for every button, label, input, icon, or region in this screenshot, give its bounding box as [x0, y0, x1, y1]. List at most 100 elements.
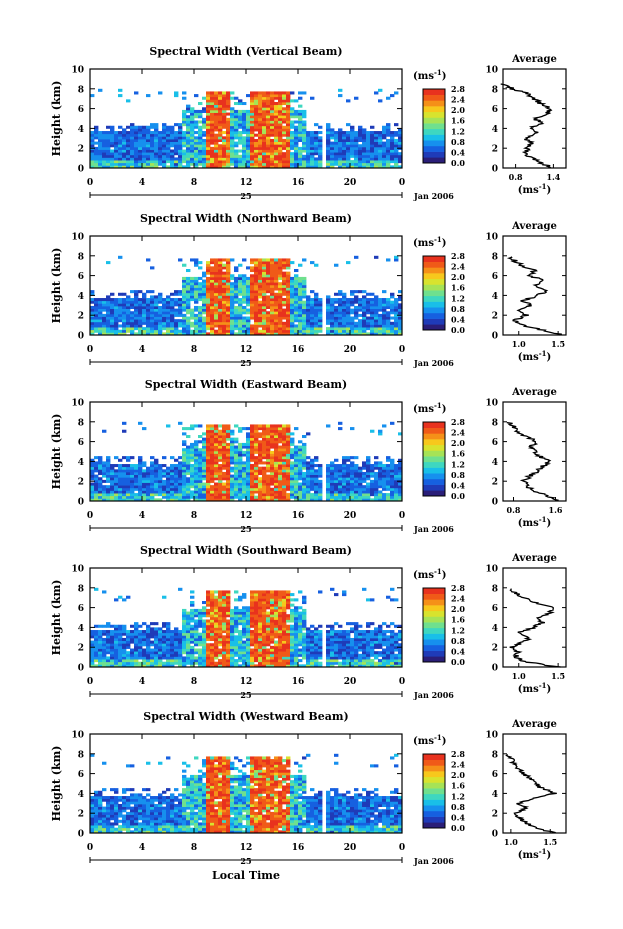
heatmap-cell [378, 461, 383, 465]
heatmap-cell [106, 624, 111, 628]
heatmap-cell [262, 99, 267, 103]
heatmap-cell [234, 266, 239, 270]
heatmap-cell [154, 479, 159, 483]
heatmap-cell [106, 298, 111, 302]
heatmap-cell [310, 149, 315, 153]
heatmap-cell [222, 464, 227, 468]
heatmap-cell [258, 440, 263, 444]
heatmap-cell [110, 498, 115, 502]
heatmap-cell [254, 329, 259, 333]
heatmap-cell [130, 656, 135, 660]
heatmap-cell [210, 160, 215, 164]
heatmap-cell [290, 290, 295, 294]
heatmap-cell [358, 319, 363, 323]
heatmap-cell [146, 495, 151, 499]
heatmap-cell [230, 440, 235, 444]
heatmap-cell [342, 479, 347, 483]
heatmap-cell [266, 112, 271, 116]
heatmap-cell [90, 461, 95, 465]
heatmap-cell [110, 487, 115, 491]
heatmap-cell [178, 146, 183, 150]
heatmap-cell [210, 327, 215, 331]
heatmap-cell [306, 332, 311, 336]
heatmap-cell [270, 437, 275, 441]
heatmap-cell [274, 282, 279, 286]
heatmap-cell [358, 146, 363, 150]
heatmap-cell [270, 117, 275, 121]
heatmap-cell [198, 266, 203, 270]
heatmap-cell [126, 664, 131, 668]
heatmap-cell [290, 490, 295, 494]
heatmap-cell [350, 316, 355, 320]
heatmap-cell [314, 321, 319, 325]
heatmap-cell [98, 329, 103, 333]
heatmap-cell [254, 427, 259, 431]
heatmap-cell [146, 258, 151, 262]
heatmap-cell [174, 458, 179, 462]
heatmap-cell [254, 313, 259, 317]
heatmap-cell [398, 316, 403, 320]
heatmap-cell [98, 149, 103, 153]
heatmap-cell [202, 146, 207, 150]
heatmap-cell [270, 115, 275, 119]
heatmap-cell [270, 305, 275, 309]
heatmap-cell [206, 115, 211, 119]
heatmap-cell [90, 474, 95, 478]
heatmap-cell [246, 146, 251, 150]
heatmap-cell [350, 146, 355, 150]
heatmap-cell [142, 332, 147, 336]
heatmap-cell [154, 311, 159, 315]
heatmap-cell [298, 305, 303, 309]
heatmap-cell [226, 319, 231, 323]
heatmap-cell [230, 125, 235, 129]
heatmap-cell [174, 157, 179, 161]
heatmap-cell [334, 154, 339, 158]
heatmap-cell [234, 162, 239, 166]
heatmap-cell [114, 144, 119, 148]
heatmap-cell [282, 279, 287, 283]
heatmap-cell [142, 136, 147, 140]
heatmap-cell [370, 165, 375, 169]
heatmap-cell [154, 664, 159, 668]
x-tick-label: 16 [292, 511, 305, 521]
heatmap-cell [94, 651, 99, 655]
heatmap-cell [258, 269, 263, 273]
heatmap-cell [258, 303, 263, 307]
heatmap-cell [274, 424, 279, 428]
heatmap-cell [218, 263, 223, 267]
heatmap-cell [206, 440, 211, 444]
heatmap-cell [178, 482, 183, 486]
heatmap-cell [386, 131, 391, 135]
heatmap-cell [298, 456, 303, 460]
y-tick-label: 6 [78, 105, 84, 115]
heatmap-cell [206, 133, 211, 137]
heatmap-cell [150, 125, 155, 129]
heatmap-cell [246, 292, 251, 296]
heatmap-cell [130, 466, 135, 470]
heatmap-cell [330, 162, 335, 166]
heatmap-cell [394, 471, 399, 475]
heatmap-cell [166, 131, 171, 135]
heatmap-cell [222, 141, 227, 145]
heatmap-cell [94, 479, 99, 483]
heatmap-cell [150, 308, 155, 312]
heatmap-cell [346, 157, 351, 161]
heatmap-cell [206, 125, 211, 129]
heatmap-cell [338, 88, 343, 92]
heatmap-cell [210, 96, 215, 100]
heatmap-cell [118, 146, 123, 150]
heatmap-cell [306, 131, 311, 135]
heatmap-cell [246, 435, 251, 439]
heatmap-cell [254, 271, 259, 275]
heatmap-cell [202, 125, 207, 129]
heatmap-cell [262, 493, 267, 497]
heatmap-cell [210, 141, 215, 145]
heatmap-cell [154, 329, 159, 333]
heatmap-cell [162, 327, 167, 331]
heatmap-cell [198, 131, 203, 135]
heatmap-cell [110, 648, 115, 652]
heatmap-cell [318, 495, 323, 499]
heatmap-cell [398, 298, 403, 302]
heatmap-cell [326, 479, 331, 483]
